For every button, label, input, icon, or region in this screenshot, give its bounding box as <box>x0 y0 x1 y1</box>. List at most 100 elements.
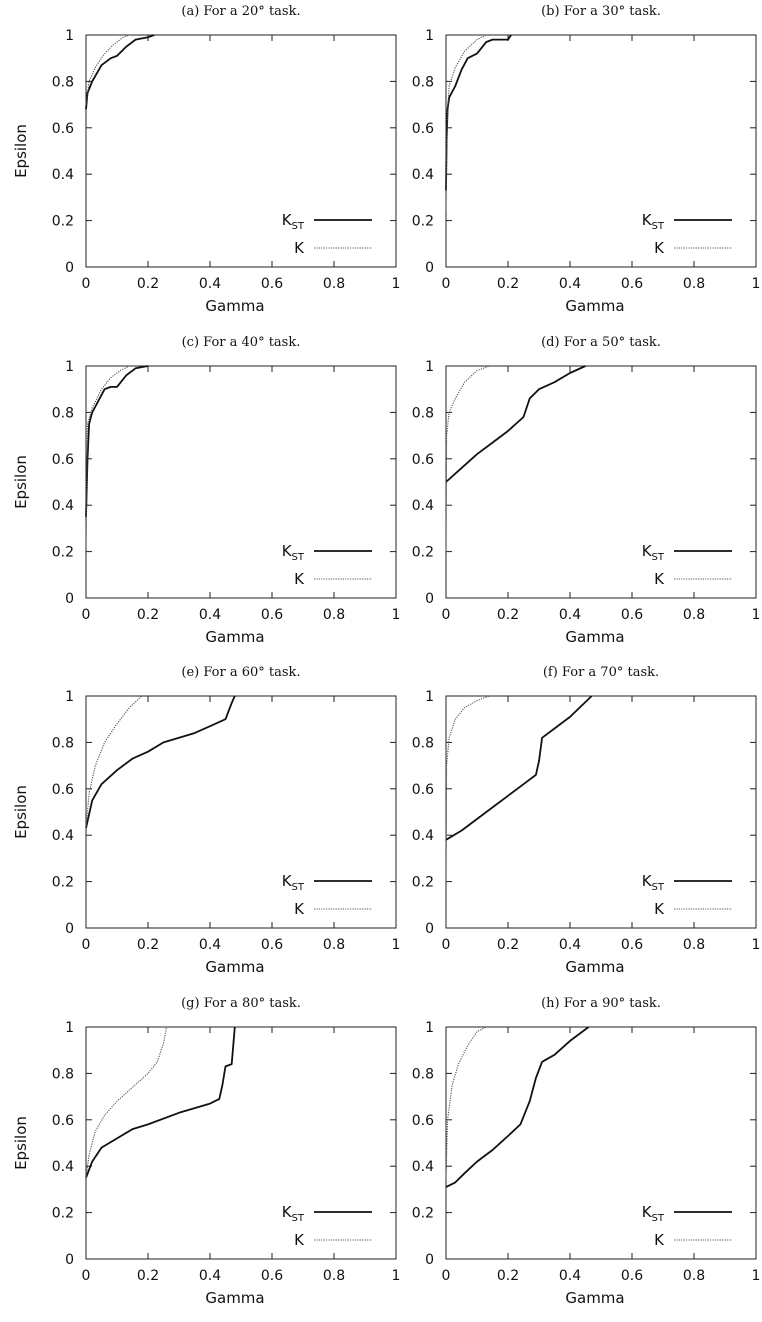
plot-frame <box>85 34 397 268</box>
x-tick-label: 0 <box>442 607 451 623</box>
y-tick-label: 0.6 <box>412 452 434 468</box>
legend-label: K <box>654 1231 665 1249</box>
x-tick-label: 0.4 <box>559 276 581 292</box>
plot-frame <box>85 365 397 599</box>
y-tick-label: 1 <box>65 28 74 44</box>
x-axis-label: Gamma <box>205 1289 264 1307</box>
y-tick-label: 0.8 <box>52 405 74 421</box>
series-line-kst <box>445 695 593 841</box>
y-axis-label: Epsilon <box>12 1116 30 1170</box>
y-tick-label: 0.2 <box>412 545 434 561</box>
x-axis-label: Gamma <box>205 628 264 646</box>
panel-title: (g) For a 80° task. <box>181 996 301 1011</box>
x-tick-label: 0 <box>442 276 451 292</box>
x-tick-label: 1 <box>752 937 761 953</box>
series-line-k <box>85 1026 168 1178</box>
y-tick-label: 0.4 <box>52 498 74 514</box>
y-tick-label: 1 <box>65 1020 74 1036</box>
x-tick-label: 0 <box>82 607 91 623</box>
x-tick-label: 0.6 <box>621 937 643 953</box>
y-tick-label: 0.4 <box>52 828 74 844</box>
y-tick-label: 1 <box>425 28 434 44</box>
x-axis-label: Gamma <box>565 297 624 315</box>
panel-title: (f) For a 70° task. <box>543 665 659 680</box>
y-tick-label: 0.2 <box>52 1206 74 1222</box>
x-tick-label: 0.4 <box>199 607 221 623</box>
legend-label: K <box>294 900 305 918</box>
panel-title: (b) For a 30° task. <box>541 4 661 19</box>
plot-frame <box>445 695 757 929</box>
x-axis-label: Gamma <box>205 958 264 976</box>
series-line-k <box>445 365 490 552</box>
x-tick-label: 0.8 <box>323 276 345 292</box>
legend-label: KST <box>642 872 665 893</box>
x-tick-label: 0.8 <box>683 276 705 292</box>
x-axis-label: Gamma <box>565 1289 624 1307</box>
x-tick-label: 0.4 <box>199 937 221 953</box>
panel-6: (f) For a 70° task. 0 0.2 0.4 0.6 0.8 1 0 0.2 0.4… <box>412 665 761 976</box>
legend-label: K <box>654 239 665 257</box>
legend-label: K <box>294 239 305 257</box>
series-line-k <box>85 695 143 829</box>
x-tick-label: 0.8 <box>323 1268 345 1284</box>
x-tick-label: 0.6 <box>621 276 643 292</box>
series-line-k <box>445 1026 487 1178</box>
x-tick-label: 0.2 <box>137 937 159 953</box>
legend-label: K <box>294 1231 305 1249</box>
x-tick-label: 1 <box>392 937 401 953</box>
legend-label: K <box>654 570 665 588</box>
x-tick-label: 0.6 <box>621 607 643 623</box>
legend-label: K <box>654 900 665 918</box>
x-tick-label: 0.2 <box>497 276 519 292</box>
x-tick-label: 1 <box>392 276 401 292</box>
panel-title: (e) For a 60° task. <box>181 665 300 680</box>
x-axis-label: Gamma <box>565 628 624 646</box>
series-line-k <box>85 365 130 548</box>
legend-label: KST <box>282 872 305 893</box>
y-axis-label: Epsilon <box>12 785 30 839</box>
y-tick-label: 0.4 <box>412 1159 434 1175</box>
y-tick-label: 1 <box>65 689 74 705</box>
y-tick-label: 0.2 <box>412 875 434 891</box>
x-tick-label: 1 <box>392 607 401 623</box>
y-tick-label: 1 <box>425 359 434 375</box>
y-tick-label: 0.6 <box>52 452 74 468</box>
x-tick-label: 0.2 <box>497 937 519 953</box>
series-line-k <box>445 695 490 882</box>
x-tick-label: 0 <box>82 276 91 292</box>
series-line-kst <box>445 365 586 483</box>
x-tick-label: 1 <box>752 607 761 623</box>
x-tick-label: 0.8 <box>683 607 705 623</box>
y-tick-label: 1 <box>425 689 434 705</box>
series-line-kst <box>445 34 512 191</box>
x-tick-label: 0.8 <box>323 607 345 623</box>
y-tick-label: 0.6 <box>52 782 74 798</box>
y-tick-label: 0.8 <box>412 735 434 751</box>
x-tick-label: 0.6 <box>621 1268 643 1284</box>
y-tick-label: 0.2 <box>412 214 434 230</box>
y-axis-label: Epsilon <box>12 455 30 509</box>
x-tick-label: 0.6 <box>261 1268 283 1284</box>
y-tick-label: 0.6 <box>412 782 434 798</box>
y-tick-label: 0.6 <box>52 1113 74 1129</box>
x-tick-label: 0.6 <box>261 607 283 623</box>
x-tick-label: 0 <box>82 1268 91 1284</box>
x-tick-label: 0.4 <box>559 1268 581 1284</box>
x-tick-label: 0.4 <box>199 1268 221 1284</box>
y-tick-label: 0.6 <box>412 1113 434 1129</box>
y-tick-label: 0.6 <box>412 121 434 137</box>
x-tick-label: 0 <box>442 1268 451 1284</box>
x-tick-label: 1 <box>392 1268 401 1284</box>
legend-label: KST <box>282 1203 305 1224</box>
x-tick-label: 0.2 <box>137 276 159 292</box>
panel-7: (g) For a 80° task. 0 0.2 0.4 0.6 0.8 1 0 0.2 0.4… <box>12 996 400 1307</box>
y-tick-label: 0 <box>65 591 74 607</box>
plot-frame <box>445 1026 757 1260</box>
panel-title: (d) For a 50° task. <box>541 335 661 350</box>
x-tick-label: 0.6 <box>261 937 283 953</box>
x-tick-label: 0.6 <box>261 276 283 292</box>
plot-frame <box>445 365 757 599</box>
y-tick-label: 0.2 <box>52 545 74 561</box>
panel-4: (d) For a 50° task. 0 0.2 0.4 0.6 0.8 1 0 0.2 0.4… <box>412 335 761 646</box>
